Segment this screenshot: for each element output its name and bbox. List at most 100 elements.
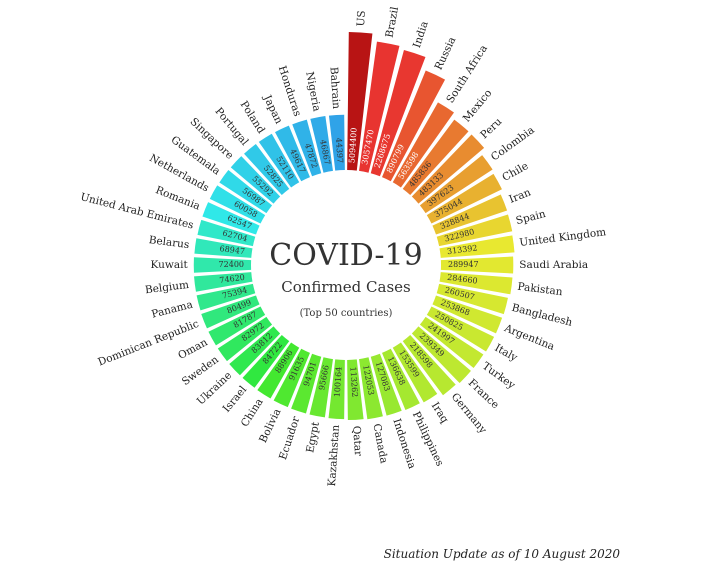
bar-49	[328, 114, 345, 171]
bar-14	[436, 283, 508, 315]
value-label-11: 313392	[447, 243, 478, 256]
country-label-28: Bolivia	[257, 407, 283, 445]
bar-15	[432, 295, 503, 334]
bar-21	[382, 348, 420, 410]
bars-layer	[193, 32, 515, 421]
country-label-2: India	[411, 20, 431, 50]
bar-28	[273, 348, 310, 408]
bar-24	[347, 359, 364, 421]
country-label-27: Ecuador	[277, 414, 303, 461]
bar-10	[436, 214, 513, 247]
country-label-11: United Kingdom	[519, 226, 607, 249]
country-label-12: Saudi Arabia	[519, 259, 588, 271]
country-label-36: Belgium	[144, 279, 189, 296]
bar-34	[201, 295, 260, 329]
bar-36	[194, 272, 253, 292]
bar-39	[197, 219, 256, 247]
country-label-9: Iran	[507, 186, 532, 205]
bar-22	[370, 353, 402, 416]
country-label-8: Chile	[500, 160, 530, 184]
country-label-26: Egypt	[304, 420, 322, 454]
country-label-0: US	[355, 10, 368, 27]
value-label-25: 100164	[333, 366, 344, 397]
country-label-29: China	[239, 396, 266, 429]
bar-25	[328, 359, 345, 420]
bar-44	[244, 144, 290, 195]
value-label-38: 68947	[219, 244, 245, 256]
bar-0	[347, 32, 373, 171]
bar-17	[419, 316, 484, 369]
bar-41	[209, 185, 266, 224]
country-label-13: Pakistan	[517, 281, 564, 299]
chart-subtitle: Confirmed Cases	[281, 278, 411, 296]
bar-7	[419, 155, 493, 214]
bar-48	[310, 115, 333, 173]
chart-title: COVID-19	[269, 238, 422, 273]
country-label-30: Israel	[221, 383, 250, 415]
country-label-46: Japan	[261, 92, 285, 126]
bar-42	[219, 170, 273, 214]
country-label-23: Canada	[370, 423, 389, 465]
bar-33	[208, 306, 266, 346]
bar-26	[309, 357, 333, 418]
country-label-33: Oman	[176, 336, 210, 362]
bar-6	[411, 134, 485, 204]
country-label-22: Indonesia	[390, 417, 417, 470]
bar-23	[359, 357, 383, 420]
value-label-49: 44397	[334, 137, 345, 163]
bar-12	[440, 256, 514, 274]
bar-46	[275, 125, 310, 182]
bar-16	[426, 306, 495, 352]
situation-update-footer: Situation Update as of 10 August 2020	[383, 547, 620, 561]
bar-1	[359, 41, 400, 173]
bar-20	[392, 342, 438, 403]
bar-8	[426, 173, 502, 224]
value-label-0: 5094400	[347, 127, 358, 163]
country-label-6: Peru	[478, 116, 504, 142]
country-label-34: Dominican Republic	[96, 318, 200, 369]
country-label-38: Belarus	[148, 234, 190, 251]
bar-3	[382, 70, 446, 182]
country-label-14: Bangladesh	[510, 302, 573, 329]
country-label-24: Qatar	[350, 425, 364, 457]
center-circle	[258, 177, 434, 353]
bar-13	[439, 272, 513, 295]
country-label-10: Spain	[515, 208, 548, 227]
bar-30	[242, 335, 290, 388]
bar-2	[370, 50, 426, 177]
country-label-37: Kuwait	[151, 259, 189, 271]
value-label-36: 74620	[219, 273, 245, 285]
bar-35	[196, 283, 256, 311]
bar-31	[229, 326, 281, 376]
bar-45	[258, 133, 300, 188]
bar-19	[402, 335, 456, 396]
bar-18	[411, 326, 471, 384]
bar-40	[202, 202, 260, 235]
bar-27	[291, 353, 322, 414]
bar-9	[432, 194, 508, 235]
value-label-12: 289947	[448, 260, 479, 269]
country-label-20: Iraq	[429, 400, 451, 425]
value-label-24: 113262	[348, 366, 359, 397]
bar-43	[230, 156, 281, 204]
chart-note: (Top 50 countries)	[300, 308, 393, 319]
bar-5	[402, 119, 469, 195]
bar-4	[392, 102, 454, 188]
country-label-35: Panama	[150, 299, 194, 321]
bar-38	[194, 238, 253, 258]
country-label-16: Italy	[493, 342, 520, 364]
country-label-3: Russia	[433, 35, 459, 72]
country-label-5: Mexico	[461, 87, 495, 124]
value-label-13: 284660	[447, 273, 478, 286]
bar-37	[193, 257, 252, 273]
bar-29	[257, 342, 300, 399]
country-label-49: Bahrain	[328, 67, 343, 110]
value-label-37: 72400	[219, 260, 244, 269]
bar-11	[439, 235, 515, 258]
bar-47	[292, 119, 322, 177]
country-label-1: Brazil	[383, 5, 401, 39]
country-label-48: Nigeria	[303, 71, 322, 113]
bar-32	[217, 316, 273, 362]
country-label-25: Kazakhstan	[326, 424, 342, 487]
